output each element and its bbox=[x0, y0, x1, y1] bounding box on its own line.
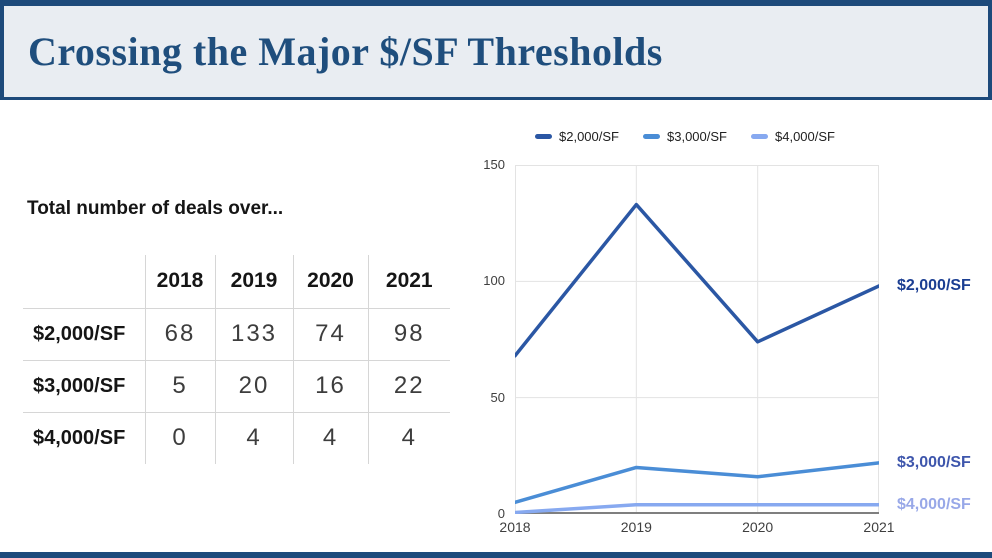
table-heading: Total number of deals over... bbox=[27, 198, 284, 219]
series-line bbox=[515, 202, 879, 358]
series-end-label: $2,000/SF bbox=[897, 276, 971, 294]
series-end-label: $3,000/SF bbox=[897, 453, 971, 471]
table-cell: 16 bbox=[292, 359, 368, 412]
legend-label: $2,000/SF bbox=[559, 128, 619, 144]
table-header-row: 2018 2019 2020 2021 bbox=[23, 255, 450, 308]
legend-swatch-icon bbox=[643, 133, 660, 139]
table-cell: 5 bbox=[144, 359, 215, 412]
x-axis-tick-label: 2021 bbox=[863, 519, 895, 535]
slide-title: Crossing the Major $/SF Thresholds bbox=[28, 29, 663, 74]
row-label: $3,000/SF bbox=[23, 359, 145, 412]
legend-item: $4,000/SF bbox=[751, 129, 835, 144]
y-axis-tick-label: 100 bbox=[483, 273, 505, 289]
table-cell: 22 bbox=[367, 359, 450, 412]
table-cell: 133 bbox=[214, 307, 293, 360]
row-label: $2,000/SF bbox=[23, 307, 145, 360]
legend-swatch-icon bbox=[751, 133, 768, 139]
table-cell: 4 bbox=[292, 411, 368, 464]
x-axis-tick-label: 2018 bbox=[499, 519, 531, 535]
table-cell: 20 bbox=[214, 359, 293, 412]
y-axis-tick-label: 50 bbox=[490, 389, 505, 405]
legend-swatch-icon bbox=[535, 133, 552, 139]
table-row: $2,000/SF 68 133 74 98 bbox=[23, 307, 450, 360]
legend-label: $3,000/SF bbox=[667, 128, 727, 144]
bottom-accent-bar bbox=[0, 552, 992, 558]
table-row: $4,000/SF 0 4 4 4 bbox=[23, 411, 450, 464]
series-line bbox=[515, 461, 879, 505]
legend-label: $4,000/SF bbox=[775, 128, 835, 144]
y-axis-tick-label: 150 bbox=[483, 157, 505, 172]
series-line bbox=[515, 502, 879, 514]
y-axis-tick-label: 0 bbox=[497, 506, 505, 521]
legend-item: $2,000/SF bbox=[535, 129, 619, 144]
x-axis-tick-label: 2020 bbox=[742, 519, 774, 535]
corner-cell bbox=[23, 255, 145, 308]
legend-item: $3,000/SF bbox=[643, 129, 727, 144]
plot-area bbox=[515, 165, 879, 514]
series-end-label: $4,000/SF bbox=[897, 495, 971, 513]
year-column-header: 2020 bbox=[292, 255, 368, 308]
slide-header: Crossing the Major $/SF Thresholds bbox=[0, 0, 992, 100]
year-column-header: 2019 bbox=[214, 255, 293, 308]
table-cell: 68 bbox=[144, 307, 215, 360]
year-column-header: 2021 bbox=[367, 255, 450, 308]
year-column-header: 2018 bbox=[144, 255, 215, 308]
chart-legend: $2,000/SF $3,000/SF $4,000/SF bbox=[490, 127, 880, 145]
row-label: $4,000/SF bbox=[23, 411, 145, 464]
table-row: $3,000/SF 5 20 16 22 bbox=[23, 359, 450, 412]
table-cell: 0 bbox=[144, 411, 215, 464]
table-cell: 74 bbox=[292, 307, 368, 360]
table-cell: 4 bbox=[367, 411, 450, 464]
table-cell: 98 bbox=[367, 307, 450, 360]
deals-table: 2018 2019 2020 2021 $2,000/SF 68 133 74 98 $3,00… bbox=[23, 255, 450, 464]
x-axis-tick-label: 2019 bbox=[620, 519, 652, 535]
table-cell: 4 bbox=[214, 411, 293, 464]
